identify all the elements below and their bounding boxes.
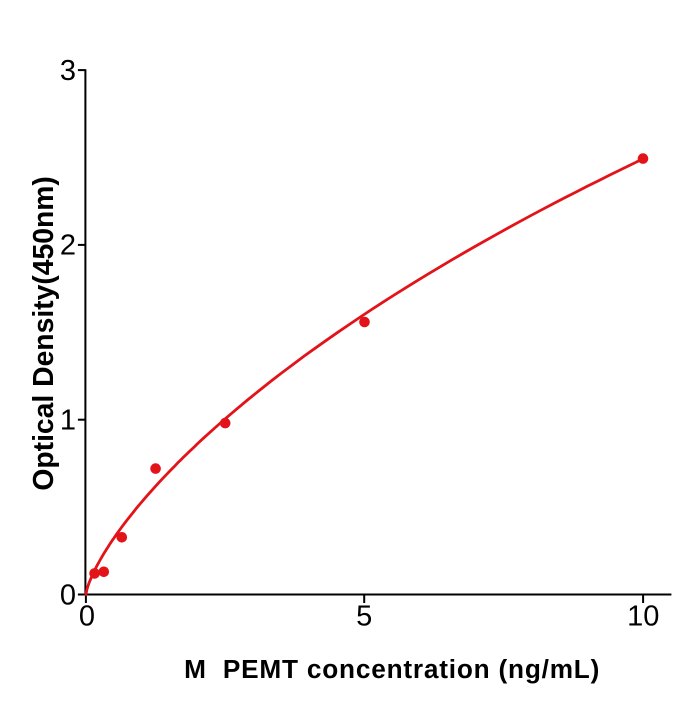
svg-text:5: 5 — [356, 601, 372, 633]
svg-text:3: 3 — [60, 55, 76, 87]
svg-text:0: 0 — [79, 601, 95, 633]
svg-text:Optical Density(450nm): Optical Density(450nm) — [27, 176, 59, 491]
svg-text:10: 10 — [627, 601, 659, 633]
svg-text:2: 2 — [60, 230, 76, 262]
svg-text:0: 0 — [60, 579, 76, 611]
svg-text:1: 1 — [60, 405, 76, 437]
svg-text:M PEMT concentration (ng/mL): M PEMT concentration (ng/mL) — [184, 654, 600, 684]
